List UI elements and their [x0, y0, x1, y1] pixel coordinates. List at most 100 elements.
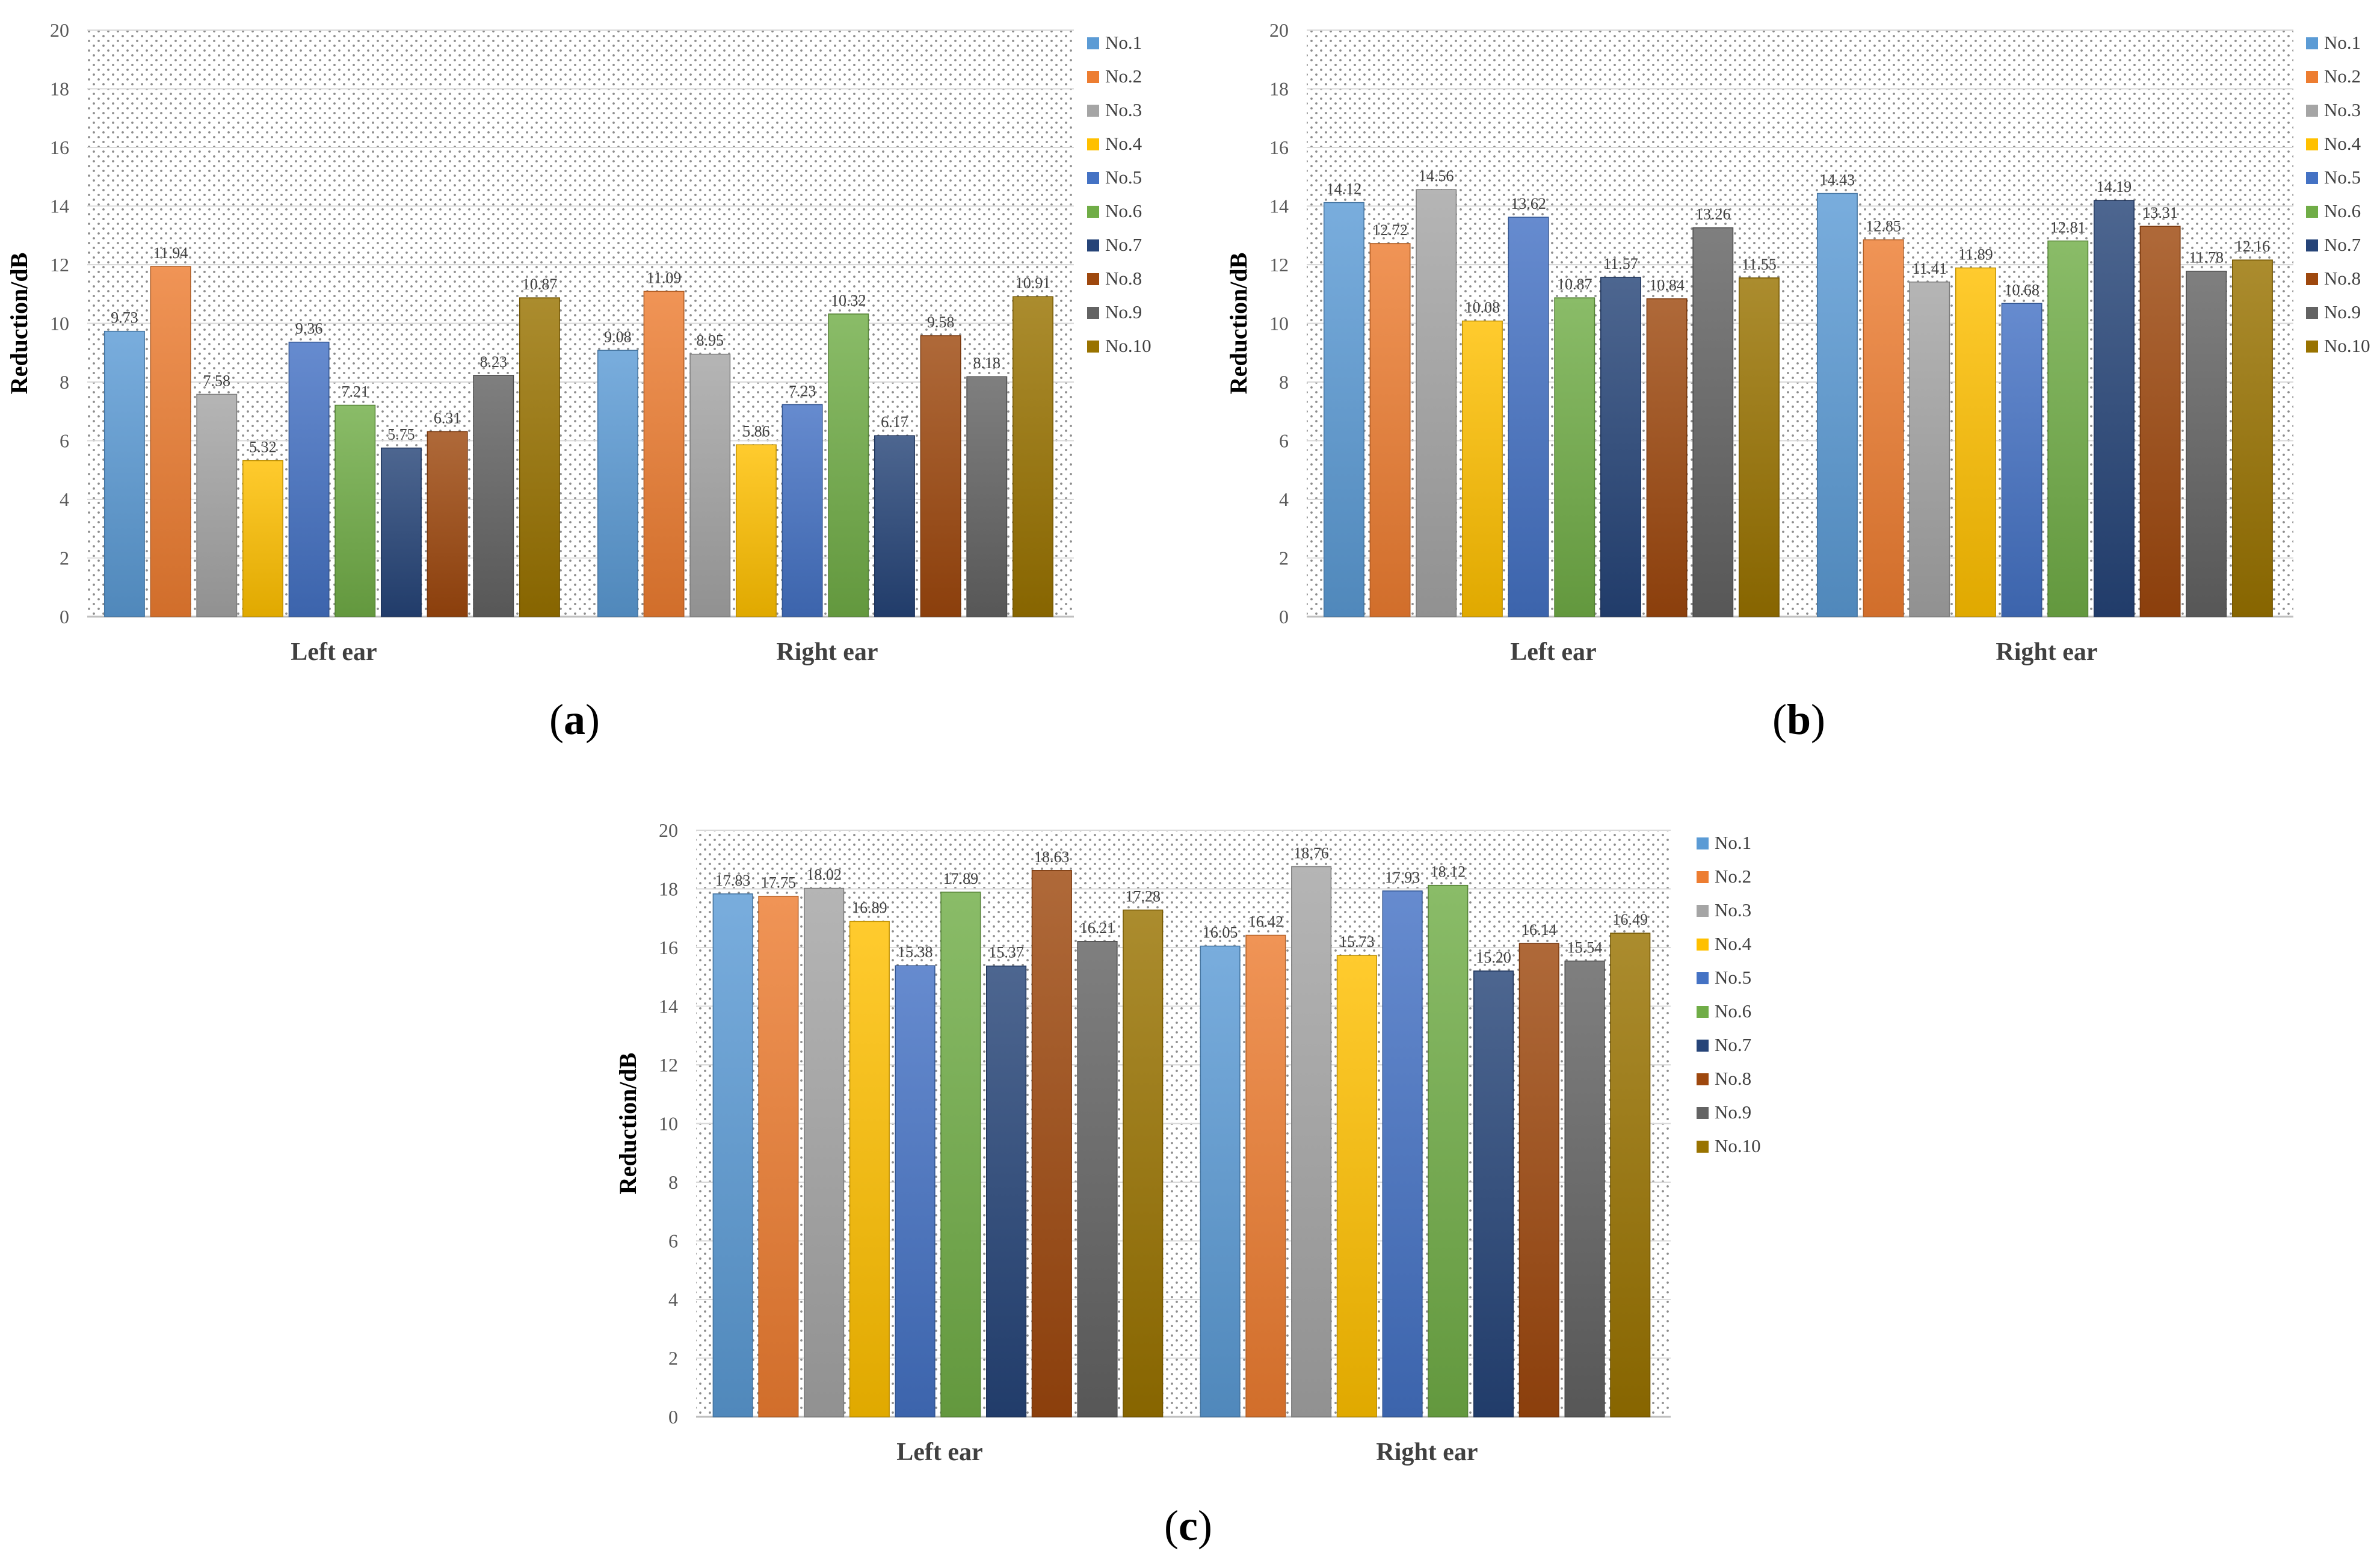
bar-b-1-2	[1909, 282, 1950, 617]
data-label: 9.58	[927, 313, 955, 331]
legend-swatch	[2306, 71, 2318, 83]
data-label: 11.55	[1742, 256, 1777, 273]
data-label: 18.76	[1293, 844, 1329, 862]
panel-label: (c)	[1164, 1502, 1212, 1550]
data-label: 17.75	[761, 874, 797, 892]
bar-b-1-5	[2047, 240, 2089, 617]
bar-b-1-8	[2186, 270, 2227, 617]
bar-c-0-2	[804, 887, 845, 1417]
legend-swatch	[1087, 71, 1099, 83]
legend-swatch	[2306, 172, 2318, 184]
bar-b-1-7	[2139, 226, 2181, 617]
legend-entry: No.1	[2324, 32, 2361, 53]
bar-b-0-1	[1369, 243, 1411, 617]
data-label: 17.28	[1126, 888, 1161, 905]
bar-a-1-2	[689, 353, 731, 617]
bar-b-1-6	[2093, 200, 2135, 617]
legend-swatch	[1697, 837, 1709, 849]
bar-b-0-0	[1323, 202, 1364, 617]
legend-swatch	[1697, 1107, 1709, 1119]
y-tick-label: 20	[659, 819, 678, 841]
bar-c-0-8	[1077, 941, 1118, 1417]
data-label: 11.09	[647, 269, 682, 286]
data-label: 14.43	[1820, 171, 1855, 189]
y-tick-label: 4	[60, 489, 69, 510]
x-category-label: Left ear	[1510, 638, 1596, 666]
legend-swatch	[1087, 37, 1099, 49]
bar-c-0-7	[1031, 870, 1072, 1417]
bar-a-1-0	[597, 350, 638, 617]
x-category-label: Right ear	[776, 638, 878, 666]
data-label: 10.08	[1465, 299, 1500, 316]
legend-entry: No.3	[1715, 899, 1751, 920]
data-label: 12.16	[2235, 238, 2271, 255]
bar-a-0-8	[473, 375, 514, 617]
legend-swatch	[1697, 1141, 1709, 1153]
bar-c-1-7	[1518, 943, 1559, 1417]
legend-swatch	[2306, 206, 2318, 218]
legend-entry: No.6	[1105, 200, 1142, 221]
legend-entry: No.7	[1715, 1034, 1751, 1055]
legend-swatch	[2306, 307, 2318, 319]
data-label: 15.20	[1476, 949, 1511, 966]
legend-entry: No.10	[1715, 1135, 1761, 1156]
data-label: 13.62	[1511, 195, 1546, 212]
legend-entry: No.7	[1105, 234, 1142, 255]
data-label: 11.89	[1958, 245, 1993, 263]
bar-b-1-0	[1816, 193, 1858, 617]
y-tick-label: 6	[668, 1230, 678, 1252]
bar-b-0-7	[1646, 298, 1688, 617]
data-label: 16.21	[1080, 919, 1115, 937]
chart-panel-a: 0 2 4 6 8 10 12 14 16 18 20 9.73 11.94 7.58 5.32 9.36 7.…	[5, 19, 1151, 744]
x-category-label: Right ear	[1376, 1438, 1478, 1466]
legend-entry: No.9	[1715, 1102, 1751, 1123]
y-tick-label: 12	[659, 1054, 678, 1076]
legend-entry: No.10	[2324, 335, 2370, 356]
legend-entry: No.2	[2324, 66, 2361, 87]
legend-swatch	[1087, 172, 1099, 184]
legend-entry: No.5	[2324, 167, 2361, 188]
bar-a-0-5	[334, 404, 376, 617]
bar-c-0-1	[758, 895, 799, 1417]
bar-c-0-0	[712, 893, 753, 1417]
y-tick-label: 10	[1269, 313, 1289, 334]
y-tick-label: 8	[668, 1171, 678, 1193]
legend-swatch	[2306, 138, 2318, 150]
data-label: 6.31	[434, 409, 461, 427]
y-tick-label: 12	[50, 254, 69, 276]
data-label: 12.85	[1866, 218, 1901, 235]
legend-entry: No.4	[2324, 133, 2361, 154]
y-tick-label: 18	[50, 78, 69, 100]
data-label: 14.12	[1327, 180, 1362, 198]
legend-swatch	[1087, 206, 1099, 218]
bar-a-0-0	[103, 330, 145, 617]
y-tick-label: 0	[668, 1406, 678, 1428]
bar-c-1-0	[1200, 945, 1241, 1417]
y-axis-label: Reduction/dB	[614, 1053, 641, 1195]
legend-swatch	[2306, 239, 2318, 251]
legend-entry: No.6	[2324, 200, 2361, 221]
data-label: 8.18	[973, 354, 1001, 372]
data-label: 13.26	[1695, 206, 1731, 223]
y-tick-label: 18	[1269, 78, 1289, 100]
data-label: 5.75	[387, 426, 415, 443]
bar-a-1-6	[874, 435, 915, 617]
bar-b-0-9	[1738, 277, 1780, 617]
bar-c-1-8	[1564, 960, 1605, 1417]
bar-a-1-9	[1012, 296, 1053, 617]
data-label: 11.78	[2189, 249, 2224, 267]
data-label: 18.63	[1034, 848, 1070, 866]
data-label: 11.57	[1603, 255, 1638, 273]
data-label: 16.14	[1521, 921, 1557, 939]
data-label: 15.54	[1567, 939, 1603, 956]
data-label: 14.19	[2097, 178, 2132, 196]
bar-b-1-9	[2231, 259, 2273, 617]
y-axis-label: Reduction/dB	[1225, 253, 1252, 395]
y-axis-label: Reduction/dB	[5, 253, 32, 395]
data-label: 17.93	[1385, 869, 1420, 886]
y-tick-label: 10	[659, 1113, 678, 1135]
data-label: 10.32	[831, 292, 866, 309]
legend-swatch	[1087, 105, 1099, 117]
legend-swatch	[1697, 972, 1709, 984]
legend-entry: No.9	[2324, 301, 2361, 322]
